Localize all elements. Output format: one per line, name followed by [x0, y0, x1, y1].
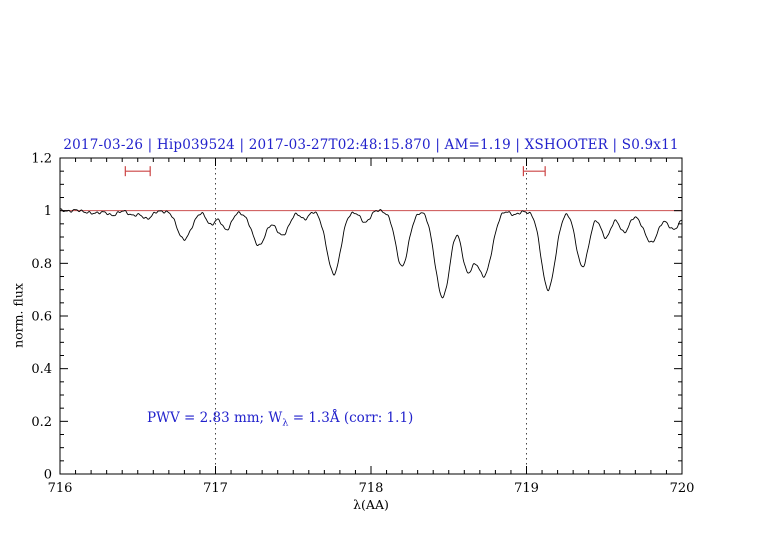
y-tick-label: 1: [44, 204, 52, 219]
range-marker: [522, 166, 546, 177]
x-tick-label: 717: [203, 481, 228, 496]
axis-ticks: [59, 157, 683, 475]
spectrum-line: [59, 208, 683, 299]
x-tick-label: 719: [514, 481, 539, 496]
range-marker: [124, 166, 151, 177]
x-tick-label: 716: [48, 481, 73, 496]
y-tick-label: 0.8: [31, 257, 52, 272]
pwv-annotation-suffix: = 1.3Å (corr: 1.1): [288, 410, 414, 426]
plot-title: 2017-03-26 | Hip039524 | 2017-03-27T02:4…: [60, 137, 682, 153]
y-tick-label: 0.6: [31, 310, 52, 325]
y-tick-label: 0.4: [31, 362, 52, 377]
pwv-annotation: PWV = 2.83 mm; Wλ = 1.3Å (corr: 1.1): [147, 410, 413, 429]
plot-title-text: 2017-03-26 | Hip039524 | 2017-03-27T02:4…: [63, 137, 679, 153]
y-tick-label: 1.2: [31, 152, 52, 167]
y-tick-label: 0: [44, 468, 52, 483]
x-tick-label: 720: [670, 481, 695, 496]
pwv-annotation-subscript: λ: [282, 417, 289, 429]
y-axis-label: norm. flux: [10, 283, 26, 348]
x-tick-label: 718: [359, 481, 384, 496]
x-axis-label: λ(AA): [353, 497, 389, 512]
y-tick-label: 0.2: [31, 415, 52, 430]
pwv-annotation-prefix: PWV = 2.83 mm; W: [147, 410, 283, 426]
